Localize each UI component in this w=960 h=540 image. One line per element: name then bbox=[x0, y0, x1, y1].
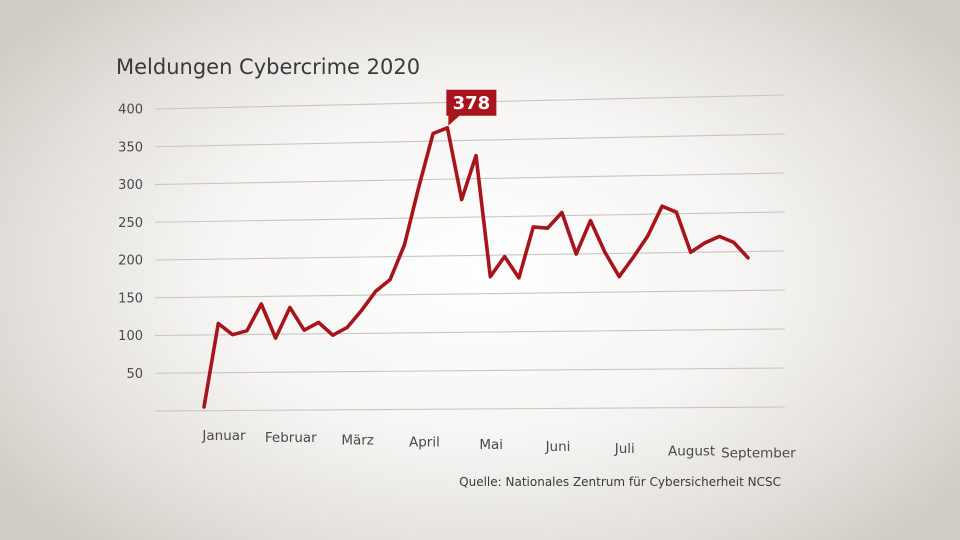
peak-callout: 378 bbox=[446, 89, 497, 126]
source-note: Quelle: Nationales Zentrum für Cybersich… bbox=[459, 475, 781, 489]
chart-title: Meldungen Cybercrime 2020 bbox=[116, 55, 420, 79]
grid-line bbox=[154, 367, 786, 374]
x-tick-label: März bbox=[341, 432, 374, 448]
x-tick-label: April bbox=[409, 435, 440, 451]
baseline bbox=[154, 406, 786, 412]
y-tick-label: 200 bbox=[118, 254, 143, 269]
x-tick-label: Juli bbox=[614, 441, 635, 457]
grid-line bbox=[154, 133, 786, 148]
grid-line bbox=[154, 328, 786, 337]
y-tick-label: 250 bbox=[118, 216, 143, 231]
y-tick-label: 400 bbox=[118, 103, 143, 118]
grid-line bbox=[154, 250, 786, 261]
x-tick-label: August bbox=[668, 443, 715, 459]
grid-line bbox=[154, 289, 786, 299]
x-tick-label: Januar bbox=[201, 428, 246, 444]
y-tick-label: 50 bbox=[126, 367, 143, 382]
series-line bbox=[202, 126, 750, 409]
x-tick-label: September bbox=[721, 446, 796, 462]
peak-callout-box bbox=[446, 89, 497, 126]
x-tick-label: Juni bbox=[545, 439, 571, 455]
y-tick-label: 150 bbox=[118, 291, 143, 306]
y-axis-ticks: 50 100 150 200 250 300 350 400 bbox=[118, 103, 143, 382]
grid-line bbox=[154, 211, 786, 223]
x-tick-label: Februar bbox=[265, 430, 317, 446]
x-axis-ticks: Januar Februar März April Mai Juni Juli August S… bbox=[201, 428, 796, 462]
peak-callout-label: 378 bbox=[453, 93, 491, 114]
y-tick-label: 300 bbox=[118, 178, 143, 193]
x-tick-label: Mai bbox=[479, 437, 503, 453]
y-tick-label: 350 bbox=[118, 140, 143, 155]
y-tick-label: 100 bbox=[118, 329, 143, 344]
